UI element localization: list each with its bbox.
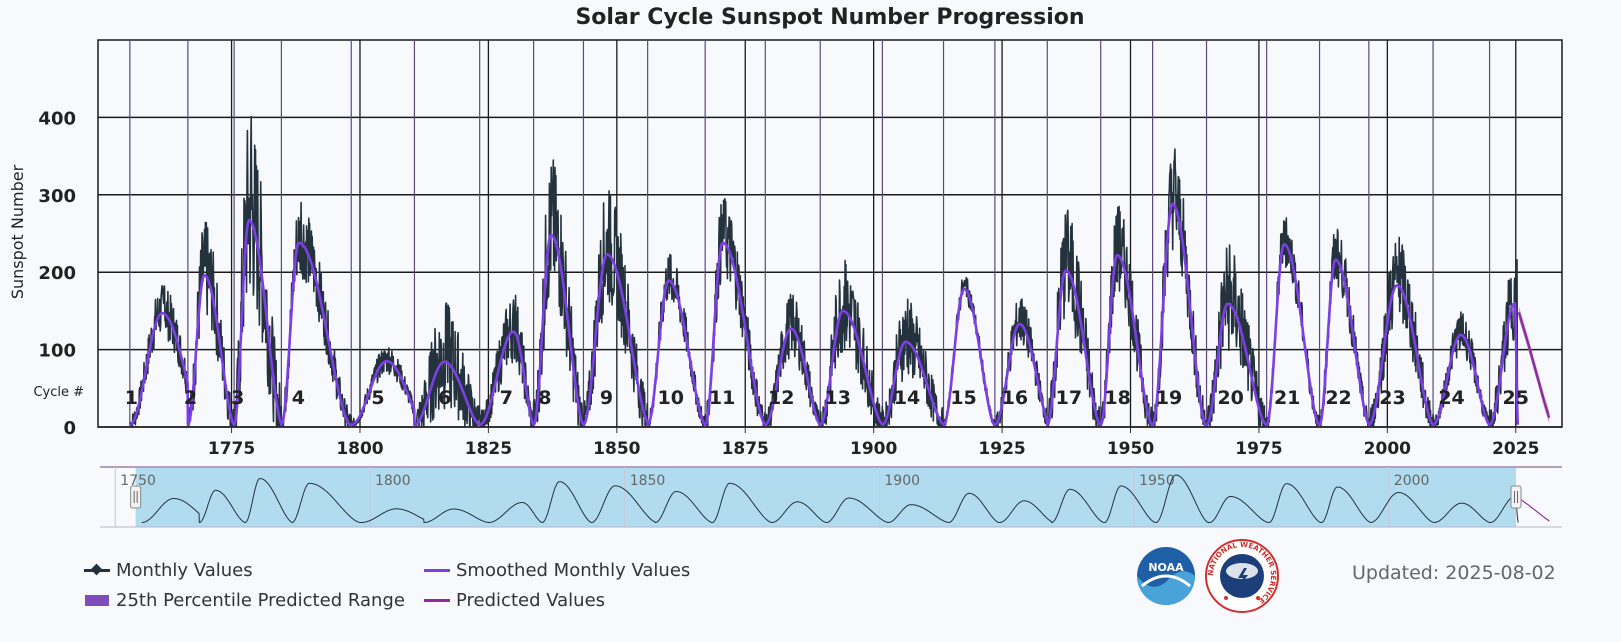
cycle-label: 7 xyxy=(500,387,513,409)
cycle-axis-label: Cycle # xyxy=(33,385,84,400)
x-tick-label: 1825 xyxy=(465,439,512,459)
cycle-label: 13 xyxy=(824,387,850,409)
navigator-handle-right[interactable] xyxy=(1510,485,1522,509)
navigator-tick-label: 1800 xyxy=(375,473,411,489)
legend-smoothed-label: Smoothed Monthly Values xyxy=(456,559,691,581)
cycle-label: 2 xyxy=(184,387,197,409)
cycle-label: 21 xyxy=(1274,387,1300,409)
navigator-tick-label: 2000 xyxy=(1394,473,1430,489)
smoothed-values-series xyxy=(129,202,1520,426)
legend-band[interactable]: 25th Percentile Predicted Range xyxy=(84,589,424,611)
cycle-label: 11 xyxy=(709,387,735,409)
cycle-label: 14 xyxy=(894,387,920,409)
plot-series xyxy=(129,115,1551,428)
cycle-label: 1 xyxy=(125,387,138,409)
legend-predicted[interactable]: Predicted Values xyxy=(424,589,724,611)
cycle-label: 17 xyxy=(1056,387,1082,409)
cycle-label: 10 xyxy=(658,387,684,409)
navigator-series xyxy=(141,474,1519,524)
legend-band-label: 25th Percentile Predicted Range xyxy=(116,589,405,611)
predicted-values-series xyxy=(1517,312,1551,419)
navigator-predicted-series xyxy=(1518,497,1550,522)
legend-monthly[interactable]: Monthly Values xyxy=(84,559,424,581)
navigator-tick-label: 1850 xyxy=(630,473,666,489)
legend: Monthly Values Smoothed Monthly Values 2… xyxy=(84,559,724,611)
navigator-tick-label: 1900 xyxy=(884,473,920,489)
legend-smoothed[interactable]: Smoothed Monthly Values xyxy=(424,559,724,581)
cycle-label: 4 xyxy=(292,387,305,409)
x-tick-label: 1950 xyxy=(1107,439,1154,459)
cycle-label: 16 xyxy=(1002,387,1028,409)
cycle-label: 3 xyxy=(231,387,244,409)
y-axis-label: Sunspot Number xyxy=(8,164,27,299)
cycle-label: 8 xyxy=(538,387,551,409)
cycle-label: 22 xyxy=(1325,387,1351,409)
cycle-label: 18 xyxy=(1104,387,1130,409)
cycle-label: 5 xyxy=(371,387,384,409)
updated-date: Updated: 2025-08-02 xyxy=(1352,562,1556,584)
y-tick-label: 200 xyxy=(38,263,76,284)
cycle-label: 23 xyxy=(1379,387,1405,409)
legend-predicted-label: Predicted Values xyxy=(456,589,606,611)
cycle-label: 20 xyxy=(1217,387,1243,409)
x-tick-label: 1850 xyxy=(593,439,640,459)
y-tick-label: 100 xyxy=(38,341,76,362)
cycle-label: 9 xyxy=(600,387,613,409)
cycle-label: 19 xyxy=(1156,387,1182,409)
chart-title: Solar Cycle Sunspot Number Progression xyxy=(575,5,1084,30)
cycle-label: 6 xyxy=(438,387,451,409)
navigator-tick-label: 1950 xyxy=(1139,473,1175,489)
x-tick-label: 1900 xyxy=(850,439,897,459)
x-tick-label: 1925 xyxy=(978,439,1025,459)
y-tick-label: 0 xyxy=(63,418,76,439)
range-navigator[interactable]: 1750 1800 1850 1900 1950 2000 xyxy=(100,466,1562,528)
x-tick-label: 2000 xyxy=(1364,439,1411,459)
nws-logo-icon: NATIONAL WEATHER SERVICE xyxy=(1205,539,1279,613)
navigator-tick-label: 1750 xyxy=(120,473,156,489)
x-tick-label: 1975 xyxy=(1235,439,1282,459)
y-tick-label: 300 xyxy=(38,186,76,207)
cycle-label: 15 xyxy=(950,387,976,409)
noaa-logo-text: NOAA xyxy=(1148,561,1184,574)
y-tick-label: 400 xyxy=(38,108,76,129)
cycle-label: 24 xyxy=(1438,387,1464,409)
x-tick-label: 1775 xyxy=(208,439,255,459)
cycle-boundaries xyxy=(129,40,1491,427)
x-tick-label: 1800 xyxy=(336,439,383,459)
legend-monthly-label: Monthly Values xyxy=(116,559,253,581)
cycle-label: 12 xyxy=(768,387,794,409)
cycle-label: 25 xyxy=(1503,387,1529,409)
x-tick-label: 2025 xyxy=(1492,439,1539,459)
navigator-selection[interactable] xyxy=(135,468,1516,527)
navigator-handle-left[interactable] xyxy=(130,485,142,509)
x-tick-label: 1875 xyxy=(722,439,769,459)
noaa-logo-icon: NOAA xyxy=(1137,547,1195,605)
